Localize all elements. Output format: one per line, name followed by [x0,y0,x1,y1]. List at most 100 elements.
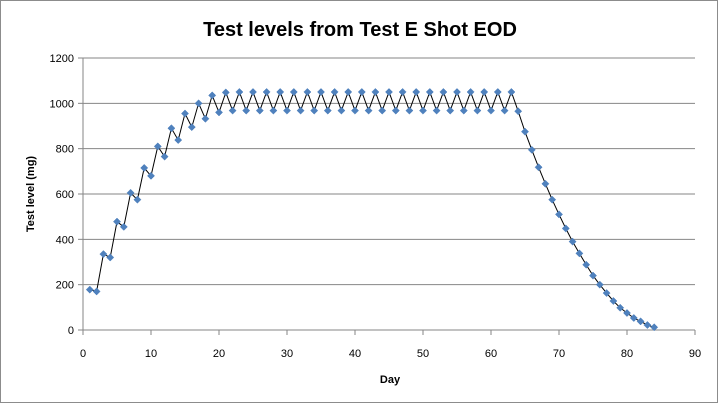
data-point [296,106,305,115]
data-point [412,88,421,96]
data-point [119,222,128,231]
data-point [351,106,359,115]
x-tick-label: 70 [553,348,565,360]
data-point [215,108,223,117]
data-point [344,88,353,96]
data-point [405,106,414,115]
data-point [439,88,448,96]
data-point [419,106,427,115]
data-point [548,195,557,204]
data-point [221,88,230,97]
data-point [521,127,529,136]
data-point [283,106,291,115]
chart-title: Test levels from Test E Shot EOD [203,19,517,41]
data-point [446,106,455,115]
data-point [616,303,625,312]
data-point [194,99,203,108]
data-point [636,317,645,326]
y-tick-label: 600 [56,189,74,201]
data-point [609,297,618,305]
data-point [113,217,121,226]
data-point [568,237,577,246]
data-point [228,106,237,115]
data-point [255,106,264,115]
data-point [459,106,468,115]
y-axis-label: Test level (mg) [25,156,37,233]
series-line [89,90,655,328]
data-point [534,163,543,172]
data-point [99,250,108,259]
data-point [208,91,217,100]
data-point [487,106,495,115]
y-tick-label: 800 [56,144,74,156]
x-tick-label: 80 [621,348,633,360]
data-point [425,88,434,96]
data-point [473,106,482,115]
data-point [140,163,149,172]
data-point [337,106,346,115]
x-axis-label: Day [380,374,401,386]
data-point [555,210,563,219]
data-point [187,123,196,132]
data-point [385,88,393,96]
data-point [357,88,366,96]
y-tick-label: 1200 [50,53,74,65]
data-point [398,88,407,96]
data-point [582,260,591,269]
data-point [391,106,400,115]
data-point [575,249,584,258]
x-tick-label: 10 [145,348,157,360]
data-point [541,179,550,188]
x-tick-label: 30 [281,348,293,360]
data-point [126,188,135,197]
data-point [595,280,604,289]
data-point [364,106,373,115]
data-point [289,88,298,96]
data-point [235,88,244,96]
data-point [242,106,251,115]
data-point [589,271,597,280]
data-point [249,88,257,96]
y-tick-label: 1000 [50,98,74,110]
data-point [85,285,94,294]
data-point [453,88,461,96]
data-point [153,142,162,151]
data-point [643,321,652,329]
data-point [181,109,189,118]
y-tick-label: 400 [56,234,74,246]
data-point [507,88,516,96]
data-point [160,152,169,161]
data-point [310,106,319,115]
x-tick-label: 40 [349,348,361,360]
x-tick-label: 50 [417,348,429,360]
data-point [269,106,278,115]
data-point [323,106,332,115]
data-point [493,88,502,96]
data-point [629,314,638,322]
x-tick-label: 60 [485,348,497,360]
x-tick-label: 0 [80,348,86,360]
data-point [167,124,176,133]
data-point [92,287,101,296]
data-point [466,88,475,96]
data-point [527,145,536,154]
data-point [650,323,659,332]
data-point [500,106,509,115]
data-point [201,114,210,123]
data-point [371,88,380,96]
data-point [262,88,271,96]
data-point [378,106,387,115]
data-point [432,106,441,115]
data-point [133,195,142,204]
data-point [106,253,115,262]
x-tick-label: 20 [213,348,225,360]
data-point [514,107,523,116]
x-tick-label: 90 [689,348,701,360]
data-point [623,309,631,317]
data-point [561,224,570,233]
data-point [303,88,312,96]
data-point [276,88,285,96]
data-point [147,171,155,180]
